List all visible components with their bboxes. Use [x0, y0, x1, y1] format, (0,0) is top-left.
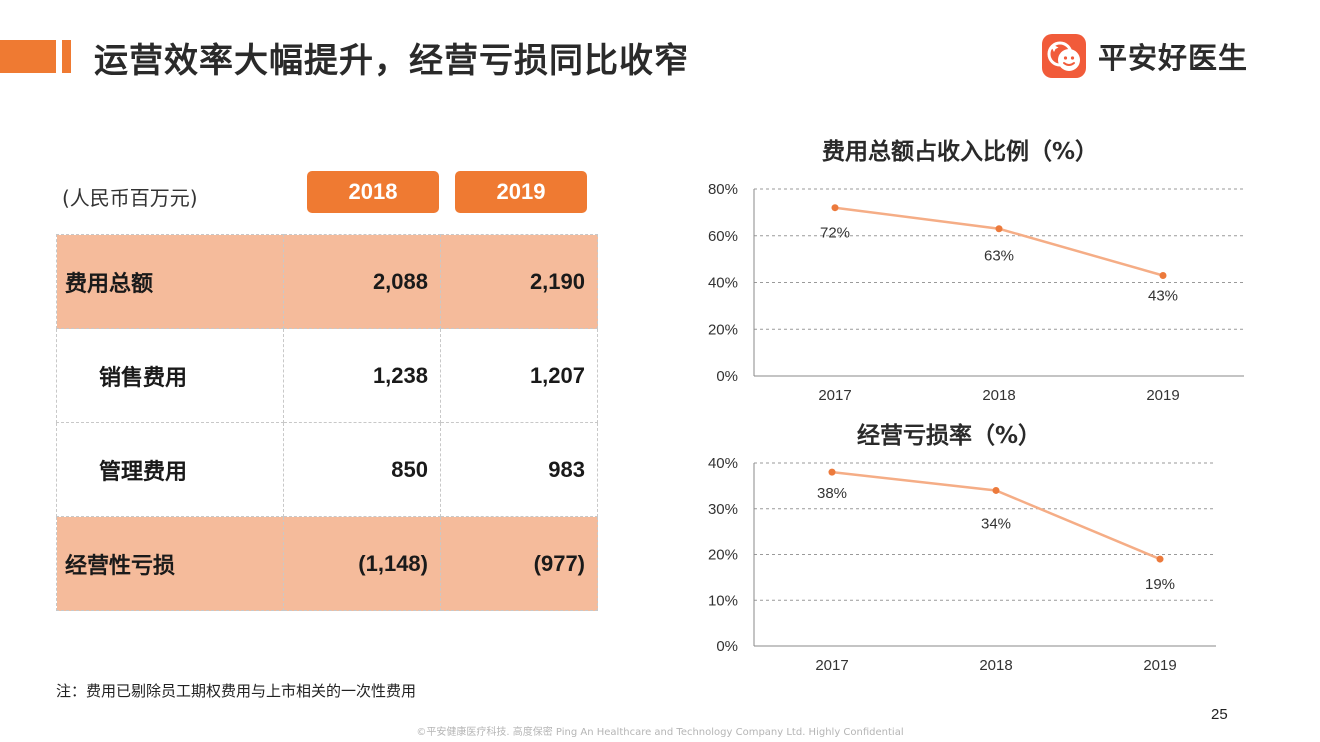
- x-tick-label: 2017: [815, 657, 848, 674]
- data-label: 43%: [1148, 287, 1178, 304]
- cell-2019: (977): [440, 516, 598, 611]
- table-row: 销售费用 1,238 1,207: [56, 328, 598, 423]
- y-tick-label: 0%: [716, 638, 738, 655]
- y-tick-label: 20%: [708, 547, 738, 564]
- row-label: 销售费用: [56, 328, 284, 423]
- y-tick-label: 0%: [716, 368, 738, 385]
- data-label: 38%: [817, 485, 847, 502]
- cell-2018: 2,088: [283, 234, 441, 329]
- data-label: 72%: [820, 225, 850, 242]
- logo-face-icon: [1042, 34, 1086, 78]
- logo-wordmark: 平安好医生: [1098, 41, 1249, 75]
- data-label: 63%: [984, 248, 1014, 265]
- data-point: [828, 468, 836, 476]
- series-line: [834, 206, 1164, 277]
- row-label: 费用总额: [56, 234, 284, 329]
- data-label: 34%: [981, 515, 1011, 532]
- company-logo: 平安好医生: [1042, 34, 1248, 78]
- y-tick-label: 40%: [708, 455, 738, 472]
- title-accent-tick: [62, 40, 71, 73]
- y-tick-label: 20%: [708, 321, 738, 338]
- data-label: 19%: [1145, 576, 1175, 593]
- y-tick-label: 30%: [708, 501, 738, 518]
- operating-loss-chart-title: 经营亏损率（%）: [857, 423, 1042, 449]
- title-accent-bar: [0, 40, 56, 73]
- y-tick-label: 40%: [708, 275, 738, 292]
- table-row: 管理费用 850 983: [56, 422, 598, 517]
- x-tick-label: 2017: [818, 387, 851, 404]
- year-header-2019: 2019: [455, 171, 587, 213]
- confidential-footer: ©平安健康医疗科技. 高度保密 Ping An Healthcare and T…: [416, 727, 904, 738]
- data-point: [992, 486, 1000, 494]
- data-point: [1156, 555, 1164, 563]
- data-point: [831, 204, 839, 212]
- table-row: 费用总额 2,088 2,190: [56, 234, 598, 329]
- table-row: 经营性亏损 (1,148) (977): [56, 516, 598, 611]
- cell-2018: (1,148): [283, 516, 441, 611]
- footnote: 注：费用已剔除员工期权费用与上市相关的一次性费用: [56, 682, 417, 700]
- y-tick-label: 10%: [708, 592, 738, 609]
- cell-2019: 983: [440, 422, 598, 517]
- page-number: 25: [1211, 706, 1228, 723]
- x-tick-label: 2018: [982, 387, 1015, 404]
- row-label: 管理费用: [56, 422, 284, 517]
- y-tick-label: 80%: [708, 181, 738, 198]
- expense-table: 费用总额 2,088 2,190 销售费用 1,238 1,207 管理费用 8…: [56, 234, 598, 611]
- year-header-2018: 2018: [307, 171, 439, 213]
- expense-ratio-chart-title: 费用总额占收入比例（%）: [822, 139, 1099, 165]
- page-title: 运营效率大幅提升，经营亏损同比收窄: [94, 41, 689, 81]
- cell-2018: 850: [283, 422, 441, 517]
- expense-ratio-chart: 0% 20% 40% 60% 80% 72% 63% 43% 2017 2018 2019: [708, 181, 1244, 404]
- x-tick-label: 2019: [1146, 387, 1179, 404]
- cell-2019: 1,207: [440, 328, 598, 423]
- x-tick-label: 2019: [1143, 657, 1176, 674]
- cell-2018: 1,238: [283, 328, 441, 423]
- row-label: 经营性亏损: [56, 516, 284, 611]
- cell-2019: 2,190: [440, 234, 598, 329]
- currency-unit-label: (人民币百万元): [62, 186, 198, 210]
- y-tick-label: 60%: [708, 228, 738, 245]
- data-point: [1159, 271, 1167, 279]
- x-tick-label: 2018: [979, 657, 1012, 674]
- data-point: [995, 225, 1003, 233]
- operating-loss-chart: 0% 10% 20% 30% 40% 38% 34% 19% 2017 2018 2019: [708, 455, 1216, 674]
